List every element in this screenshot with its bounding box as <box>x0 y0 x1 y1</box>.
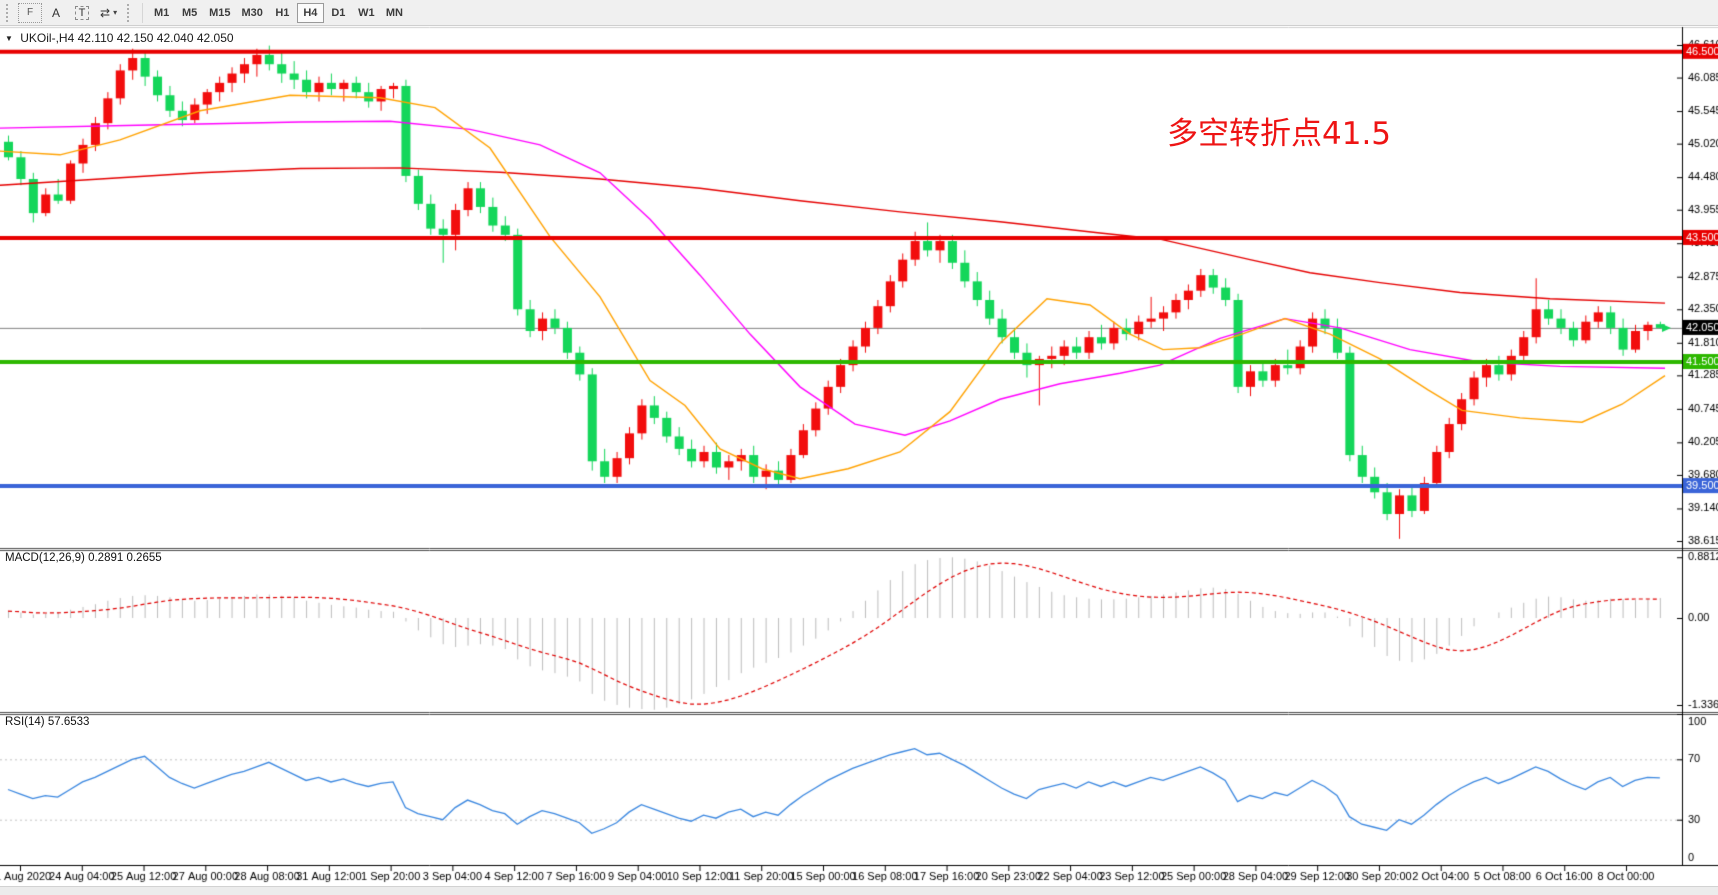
arrows-icon[interactable]: ⇄ ▾ <box>96 3 121 23</box>
text-box-glyph: T <box>74 5 90 20</box>
timeframe-button-m30[interactable]: M30 <box>236 3 267 23</box>
bottom-strip <box>0 886 1718 895</box>
annotation-text: 多空转折点41.5 <box>1167 116 1392 152</box>
macd-name: MACD(12,26,9) <box>5 552 85 564</box>
timeframe-button-m5[interactable]: M5 <box>176 3 203 23</box>
timeframe-button-h1[interactable]: H1 <box>269 3 296 23</box>
toolbar-grip-2[interactable] <box>127 3 133 22</box>
timeframe-button-d1[interactable]: D1 <box>325 3 352 23</box>
symbol-label[interactable]: ▼ UKOil-,H4 42.110 42.150 42.040 42.050 <box>5 31 234 45</box>
timeframe-button-mn[interactable]: MN <box>381 3 408 23</box>
timeframe-button-h4[interactable]: H4 <box>296 2 324 23</box>
macd-label: MACD(12,26,9) 0.2891 0.2655 <box>5 552 162 564</box>
text-box-icon[interactable]: T <box>70 3 94 23</box>
rsi-label: RSI(14) 57.6533 <box>5 716 89 728</box>
crosshair-grid-icon[interactable]: F <box>18 2 42 23</box>
rsi-value: 57.6533 <box>47 716 90 728</box>
timeframe-button-m15[interactable]: M15 <box>204 3 235 23</box>
symbol-caret-icon[interactable]: ▼ <box>5 34 13 43</box>
toolbar: F A T ⇄ ▾ M1 M5 M15 M30 H1 H4 D1 W1 MN <box>0 0 1718 26</box>
ohlc-values: 42.110 42.150 42.040 42.050 <box>77 31 234 45</box>
text-a-icon[interactable]: A <box>44 3 68 23</box>
timeframe-button-m1[interactable]: M1 <box>148 3 175 23</box>
arrows-glyph: ⇄ <box>100 5 111 20</box>
toolbar-separator <box>142 2 144 23</box>
timeframe-group: M1 M5 M15 M30 H1 H4 D1 W1 MN <box>148 2 408 23</box>
timeframe-button-w1[interactable]: W1 <box>353 3 380 23</box>
rsi-name: RSI(14) <box>5 716 45 728</box>
dropdown-caret-icon[interactable]: ▾ <box>113 8 118 17</box>
macd-values: 0.2891 0.2655 <box>88 552 162 564</box>
symbol-text: UKOil-,H4 <box>20 31 75 45</box>
toolbar-grip[interactable] <box>6 3 12 22</box>
